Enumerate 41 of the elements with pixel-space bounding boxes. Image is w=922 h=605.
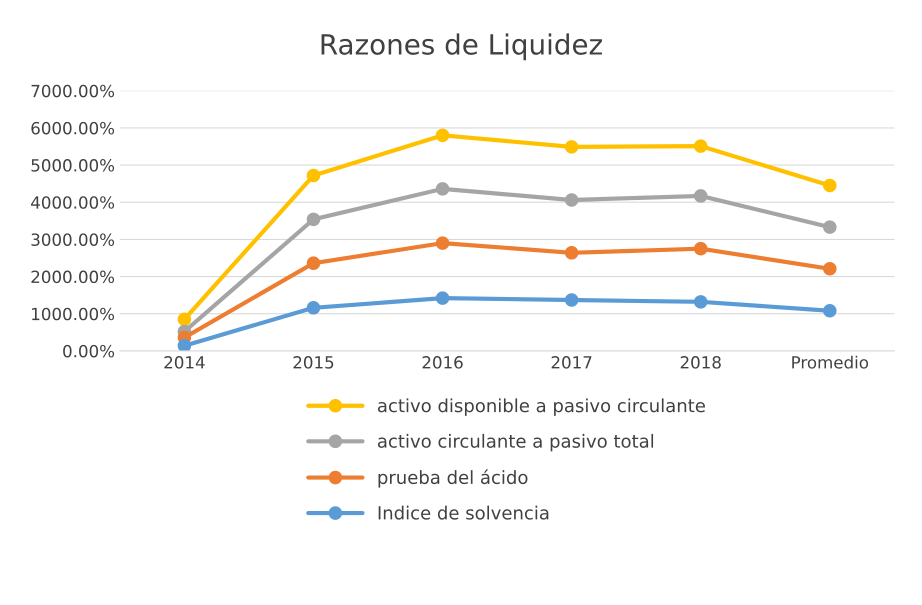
x-tick-label: 2014 (164, 356, 205, 369)
legend-label: activo circulante a pasivo total (378, 434, 654, 452)
point (436, 236, 450, 250)
point (436, 128, 450, 142)
point (306, 168, 320, 182)
point (178, 312, 192, 326)
point (564, 140, 578, 154)
y-tick-label: 5000.00% (32, 159, 114, 172)
point (564, 193, 578, 207)
y-tick-label: 4000.00% (31, 196, 114, 209)
point (178, 338, 192, 351)
y-tick-label: 2000.00% (31, 270, 114, 284)
point (436, 182, 450, 196)
point (694, 295, 708, 309)
point (823, 178, 837, 192)
point (564, 246, 578, 260)
point (306, 301, 320, 315)
legend-label: prueba del ácido (378, 469, 528, 488)
point (823, 262, 837, 276)
y-tick-label: 1000.00% (32, 308, 114, 320)
legend-label: Indice de solvencia (378, 506, 548, 520)
chart-title: Razones de Liquidez (322, 33, 602, 60)
y-tick-label: 7000.00% (32, 84, 114, 98)
point (694, 189, 708, 203)
x-tick-label: 2016 (422, 356, 463, 369)
point (694, 242, 708, 256)
point (823, 220, 837, 234)
point (823, 304, 837, 318)
point (564, 293, 578, 307)
y-tick-label: 6000.00% (31, 122, 114, 134)
x-tick-label: 2018 (680, 356, 721, 369)
x-tick-label: 2015 (293, 356, 334, 369)
x-tick-label: Promedio (792, 356, 868, 369)
x-tick-label: 2017 (552, 356, 592, 369)
legend-label: activo disponible a pasivo circulante (378, 398, 705, 416)
point (436, 291, 450, 305)
point (694, 139, 708, 153)
point (306, 212, 320, 226)
y-tick-label: 0.00% (63, 344, 114, 358)
point (306, 256, 320, 270)
y-tick-label: 3000.00% (32, 233, 114, 246)
